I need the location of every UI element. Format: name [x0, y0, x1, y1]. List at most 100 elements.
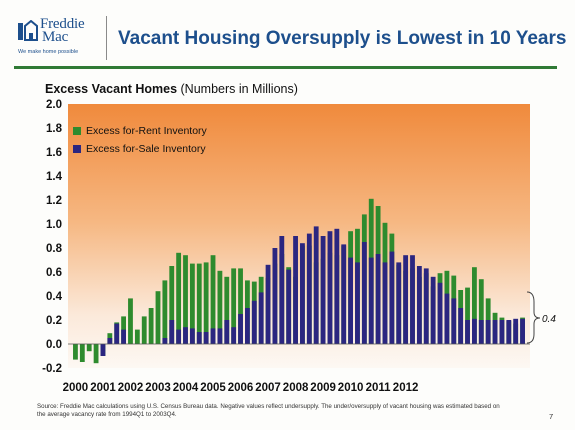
y-tick-label: 1.2	[46, 195, 62, 207]
x-axis: 2000 2001 2002 2003 2004 2005 2006 2007 2008 2009…	[63, 382, 419, 394]
logo-tagline: We make home possible	[18, 49, 79, 55]
bar-sale-32	[293, 236, 298, 344]
bar-sale-42	[361, 242, 367, 344]
bar-rent-14	[169, 266, 175, 344]
x-tick-label: 2002	[118, 382, 144, 394]
x-tick-label: 2003	[145, 382, 171, 394]
annotation-label: 0.4	[542, 314, 556, 325]
logo-wordmark: Freddie Mac	[40, 16, 85, 45]
bar-sale-47	[396, 262, 402, 344]
y-axis: -0.2 0.0 0.2 0.4 0.6 0.8 1.0 1.2 1.4 1.6 1.8 2.0	[42, 99, 62, 375]
bar-sale-56	[458, 308, 464, 344]
bar-sale-63	[506, 320, 512, 344]
logo-name-line1: Freddie	[40, 16, 85, 32]
chart-heading: Excess Vacant Homes (Numbers in Millions…	[45, 82, 298, 96]
bar-sale-46	[389, 251, 395, 344]
bar-sale-28	[265, 264, 271, 344]
bar-sale-33	[300, 243, 305, 344]
logo-mark-icon	[18, 20, 38, 41]
chart-title: Excess Vacant Homes	[45, 82, 178, 96]
bar-sale-16	[183, 327, 188, 344]
x-tick-label: 2010	[338, 382, 364, 394]
bar-sale-23	[231, 327, 237, 344]
bar-sale-31	[286, 269, 292, 344]
legend-label-rent: Excess for-Rent Inventory	[86, 125, 207, 137]
x-tick-label: 2008	[283, 382, 309, 394]
bar-group	[68, 198, 530, 364]
bar-sale-36	[320, 236, 326, 344]
source-note: Source: Freddie Mac calculations using U…	[37, 403, 500, 418]
bar-rent-20	[210, 255, 216, 344]
legend-swatch-rent	[73, 127, 81, 135]
bar-sale-43	[368, 257, 374, 344]
bar-rent-18	[196, 263, 202, 344]
chart-legend: Excess for-Rent Inventory Excess for-Sal…	[73, 122, 207, 158]
bar-sale-54	[444, 293, 450, 344]
bar-sale-4	[100, 344, 106, 356]
annotation-bracket	[526, 291, 541, 344]
bar-rent-2	[86, 344, 92, 352]
bar-sale-29	[272, 248, 278, 344]
legend-item-sale: Excess for-Sale Inventory	[73, 140, 207, 158]
bar-sale-39	[341, 244, 347, 344]
bar-sale-5	[107, 338, 113, 344]
x-tick-label: 2012	[393, 382, 419, 394]
x-tick-label: 2006	[228, 382, 254, 394]
page-number: 7	[549, 412, 554, 421]
bar-sale-6	[114, 323, 120, 344]
bar-rent-3	[93, 344, 99, 364]
bar-sale-13	[162, 338, 168, 344]
bar-sale-35	[313, 226, 319, 344]
bar-rent-0	[73, 344, 78, 360]
chart-subtitle: (Numbers in Millions)	[180, 82, 298, 96]
bar-rent-17	[189, 263, 195, 344]
bar-sale-24	[238, 314, 243, 344]
bar-sale-15	[176, 329, 182, 344]
x-tick-label: 2007	[255, 382, 281, 394]
freddie-mac-logo: Freddie Mac We make home possible	[18, 16, 98, 62]
y-tick-label: 2.0	[46, 99, 62, 111]
bar-rent-1	[79, 344, 85, 362]
bar-sale-48	[403, 255, 409, 344]
bar-sale-19	[203, 332, 209, 344]
bar-sale-27	[258, 292, 264, 344]
bar-rent-21	[217, 270, 223, 344]
bar-sale-20	[210, 328, 216, 344]
y-tick-label: 1.0	[46, 219, 62, 231]
bar-sale-59	[478, 320, 484, 344]
bar-sale-38	[334, 228, 340, 344]
bar-sale-57	[465, 320, 470, 344]
bar-sale-45	[382, 262, 388, 344]
x-tick-label: 2005	[200, 382, 226, 394]
title-divider	[106, 16, 107, 60]
y-tick-label: 0.6	[46, 267, 62, 279]
bar-sale-50	[416, 266, 422, 344]
bar-sale-41	[355, 262, 360, 344]
bar-rent-23	[231, 268, 237, 344]
x-tick-label: 2000	[63, 382, 89, 394]
bar-sale-40	[348, 257, 353, 344]
bar-sale-17	[189, 328, 195, 344]
bar-rent-9	[134, 329, 140, 344]
bar-rent-10	[141, 316, 147, 344]
y-tick-label: 1.4	[46, 171, 63, 183]
bar-sale-44	[375, 254, 381, 344]
bar-sale-60	[485, 320, 491, 344]
x-tick-label: 2009	[310, 382, 336, 394]
bar-sale-65	[520, 318, 525, 344]
y-tick-label: 0.4	[46, 291, 63, 303]
bar-sale-51	[423, 268, 429, 344]
bar-sale-30	[279, 236, 285, 344]
x-tick-label: 2011	[366, 382, 392, 394]
bar-sale-61	[492, 320, 498, 344]
bar-sale-21	[217, 328, 223, 344]
bar-sale-52	[430, 276, 436, 344]
bar-rent-58	[472, 267, 477, 344]
bar-rent-16	[183, 255, 188, 344]
y-tick-label: 0.8	[46, 243, 63, 255]
y-tick-label: 0.0	[46, 339, 62, 351]
bar-sale-62	[499, 320, 505, 344]
bar-sale-37	[327, 231, 333, 344]
bar-rent-59	[478, 279, 484, 344]
